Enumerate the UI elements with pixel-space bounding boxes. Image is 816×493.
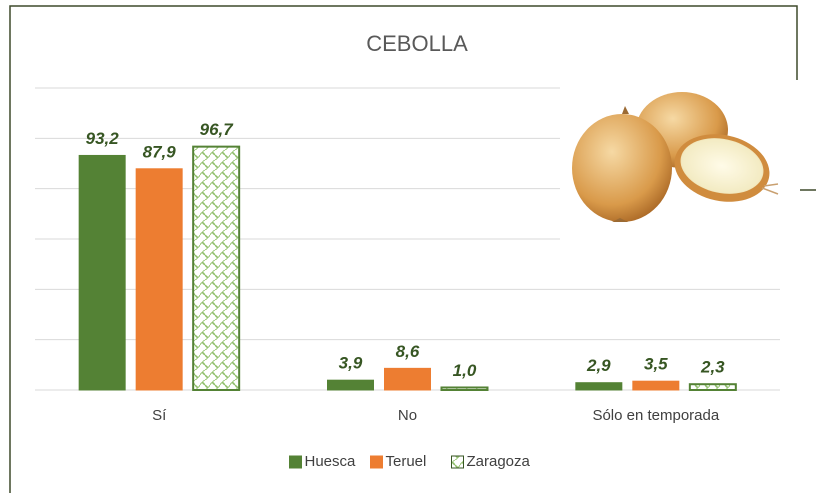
x-tick-label: Sí (152, 407, 167, 424)
value-label: 2,9 (586, 356, 611, 375)
chart-title: CEBOLLA (366, 31, 468, 56)
value-label: 2,3 (700, 358, 725, 377)
bar (384, 367, 431, 391)
bar (440, 386, 489, 392)
value-label: 93,2 (86, 129, 120, 148)
x-tick-label: No (398, 407, 417, 424)
value-label: 96,7 (200, 120, 235, 139)
legend-swatch (289, 455, 302, 469)
bar (575, 382, 623, 391)
value-label: 87,9 (143, 142, 177, 161)
bar (688, 383, 737, 392)
legend-swatch (451, 455, 464, 469)
bar (135, 168, 183, 391)
bar (192, 145, 241, 391)
value-label: 1,0 (453, 361, 477, 380)
chart-frame (9, 5, 798, 493)
legend-label: Huesca (305, 453, 357, 470)
bar (632, 380, 680, 391)
legend-label: Teruel (386, 453, 427, 470)
value-label: 8,6 (396, 342, 420, 361)
bar (327, 379, 374, 391)
legend-swatch (370, 455, 383, 469)
value-label: 3,9 (339, 354, 363, 373)
legend-label: Zaragoza (467, 453, 531, 470)
x-tick-label: Sólo en temporada (592, 407, 719, 424)
onion-image (560, 85, 800, 240)
value-label: 3,5 (644, 355, 668, 374)
bar (78, 154, 126, 391)
